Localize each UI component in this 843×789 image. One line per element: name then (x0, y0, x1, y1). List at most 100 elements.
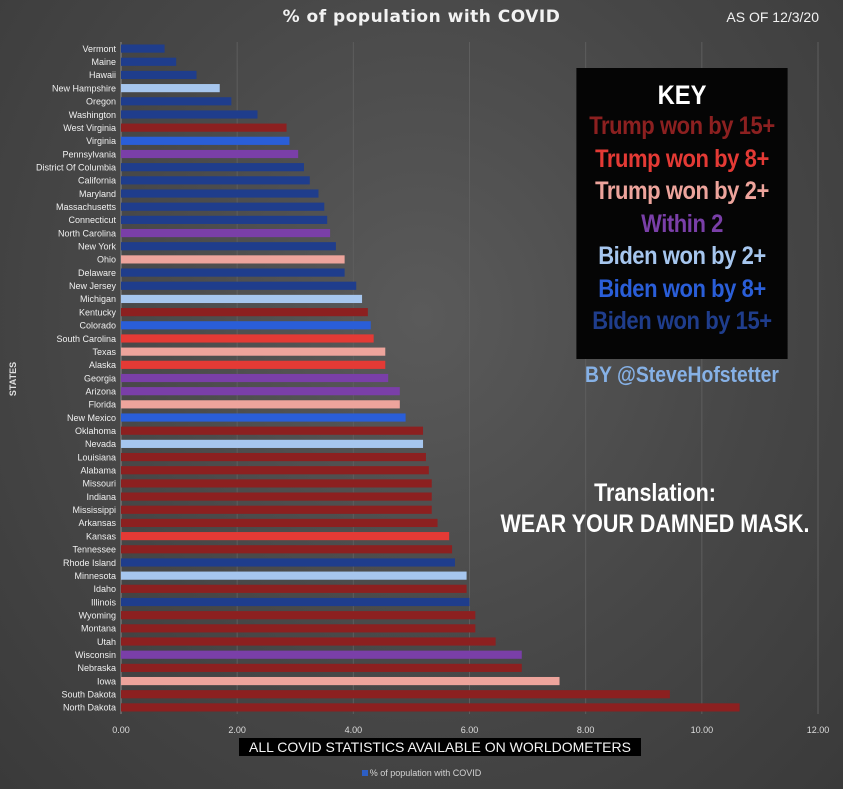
category-label: Idaho (93, 584, 116, 594)
category-label: Kentucky (79, 307, 117, 317)
category-label: New York (78, 242, 117, 252)
category-label: District Of Columbia (36, 162, 116, 172)
key-item: Trump won by 8+ (595, 144, 769, 173)
key-item: Trump won by 2+ (595, 177, 769, 205)
bar (121, 466, 429, 475)
bar (121, 558, 455, 567)
category-label: Utah (97, 637, 116, 647)
bar (121, 439, 424, 448)
category-label: Missouri (82, 479, 116, 489)
category-label: Iowa (97, 676, 116, 686)
category-label: Oklahoma (75, 426, 116, 436)
bar (121, 452, 426, 462)
x-tick-label: 4.00 (345, 725, 363, 735)
category-label: Louisiana (77, 452, 116, 462)
category-label: Tennessee (72, 545, 116, 555)
category-label: Florida (88, 400, 116, 410)
category-label: West Virginia (63, 123, 116, 133)
series-legend: % of population with COVID (0, 768, 843, 778)
category-label: California (78, 176, 116, 186)
bar (121, 163, 304, 172)
category-label: Nebraska (77, 663, 116, 673)
category-label: Pennsylvania (62, 149, 116, 159)
category-label: Colorado (79, 321, 116, 331)
bar (121, 387, 400, 396)
category-label: Alaska (89, 360, 116, 370)
bar (121, 545, 453, 554)
category-label: Delaware (78, 268, 116, 278)
author-byline: BY @SteveHofstetter (585, 362, 779, 387)
category-label: Washington (69, 110, 116, 120)
bar (121, 281, 357, 290)
bar (121, 44, 165, 53)
bar (121, 624, 476, 633)
category-labels: Vermont Maine Hawaii New Hampshire Oregon Was… (36, 44, 117, 713)
category-label: Kansas (86, 531, 117, 541)
bar (121, 400, 400, 409)
bar (121, 637, 496, 646)
bar (121, 308, 368, 317)
key-item: Within 2 (641, 209, 723, 238)
bar (121, 426, 424, 435)
bar (121, 571, 467, 580)
x-tick-labels: 0.00 2.00 4.00 6.00 8.00 10.00 12.00 (112, 725, 829, 735)
bar (121, 321, 371, 330)
category-label: Connecticut (68, 215, 116, 225)
bar (121, 584, 467, 593)
category-label: Illinois (91, 597, 117, 607)
key-item: Biden won by 2+ (598, 242, 766, 270)
bar (121, 97, 232, 106)
bar (121, 492, 432, 501)
source-banner: ALL COVID STATISTICS AVAILABLE ON WORLDO… (239, 738, 641, 756)
category-label: Maryland (79, 189, 116, 199)
bar (121, 149, 299, 159)
y-axis-label: STATES (8, 362, 18, 396)
bar (121, 676, 560, 686)
category-label: Wyoming (79, 610, 116, 620)
bar (121, 242, 336, 251)
legend-swatch (361, 769, 368, 776)
bar (121, 505, 432, 514)
bar (121, 255, 345, 264)
bars (121, 44, 740, 712)
category-label: Nevada (85, 439, 116, 449)
category-label: Rhode Island (63, 558, 116, 568)
category-label: New Jersey (69, 281, 117, 291)
bar (121, 294, 363, 304)
bar (121, 518, 438, 528)
bar (121, 663, 522, 672)
bar (121, 347, 386, 356)
category-label: Vermont (82, 44, 116, 54)
bar (121, 202, 325, 211)
as-of-date: AS OF 12/3/20 (726, 9, 819, 25)
category-label: Massachusetts (56, 202, 117, 212)
key-legend-box: KEY Trump won by 15+ Trump won by 8+ Trump… (576, 68, 788, 359)
category-label: North Carolina (58, 228, 116, 238)
key-title: KEY (657, 80, 707, 110)
key-item: Biden won by 8+ (598, 274, 766, 303)
bar (121, 228, 331, 238)
category-label: Georgia (84, 373, 116, 383)
bar (121, 84, 220, 93)
x-tick-label: 6.00 (461, 725, 479, 735)
x-tick-label: 10.00 (691, 725, 714, 735)
category-label: North Dakota (63, 703, 116, 713)
category-label: South Dakota (61, 690, 116, 700)
x-tick-label: 12.00 (807, 725, 830, 735)
bar (121, 611, 476, 620)
x-tick-label: 0.00 (112, 725, 130, 735)
category-label: Indiana (86, 492, 116, 502)
bar (121, 110, 258, 119)
bar (121, 215, 328, 224)
bar (121, 532, 450, 541)
category-label: Michigan (80, 294, 116, 304)
category-label: Virginia (86, 136, 116, 146)
bar (121, 597, 470, 607)
category-label: Hawaii (89, 70, 116, 80)
bar (121, 136, 290, 145)
x-tick-label: 8.00 (577, 725, 595, 735)
category-label: New Hampshire (52, 83, 116, 93)
category-label: Alabama (80, 466, 116, 476)
translation-heading: Translation: (594, 479, 716, 507)
